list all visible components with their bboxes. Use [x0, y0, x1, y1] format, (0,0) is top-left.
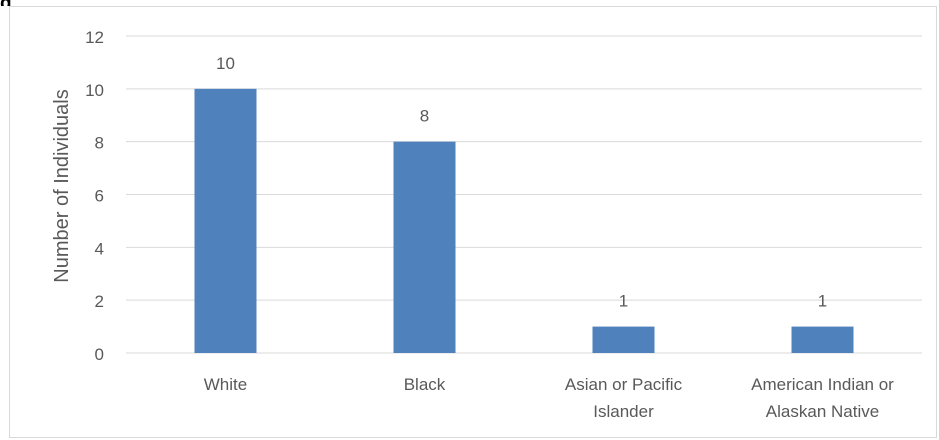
data-label: 10: [216, 54, 235, 73]
y-tick-label: 4: [95, 239, 104, 258]
gridlines: [126, 35, 922, 354]
y-tick-label: 6: [95, 187, 104, 206]
x-category-label: American Indian or: [751, 375, 894, 394]
data-label: 1: [619, 292, 628, 311]
data-label: 8: [420, 107, 429, 126]
bar: [791, 326, 854, 353]
bar: [194, 88, 257, 353]
data-label: 1: [818, 292, 827, 311]
x-category-label: Black: [404, 375, 446, 394]
y-tick-label: 12: [85, 28, 104, 47]
cropped-heading-fragment: g: [0, 0, 12, 6]
x-category-label: Asian or Pacific: [565, 375, 683, 394]
y-tick-label: 8: [95, 134, 104, 153]
y-tick-label: 10: [85, 81, 104, 100]
data-labels: 10 8 1 1: [216, 54, 827, 311]
x-category-label: Alaskan Native: [766, 402, 879, 421]
chart-frame: [9, 6, 937, 438]
y-tick-label: 2: [95, 292, 104, 311]
x-category-label: White: [204, 375, 247, 394]
bar: [393, 141, 456, 353]
y-tick-label: 0: [95, 345, 104, 364]
y-axis-title: Number of Individuals: [51, 89, 73, 282]
bars: [194, 88, 854, 353]
y-axis-tick-labels: 0 2 4 6 8 10 12: [85, 28, 104, 364]
bar: [592, 326, 655, 353]
x-axis-category-labels: White Black Asian or Pacific Islander Americ…: [204, 375, 894, 421]
x-category-label: Islander: [593, 402, 654, 421]
